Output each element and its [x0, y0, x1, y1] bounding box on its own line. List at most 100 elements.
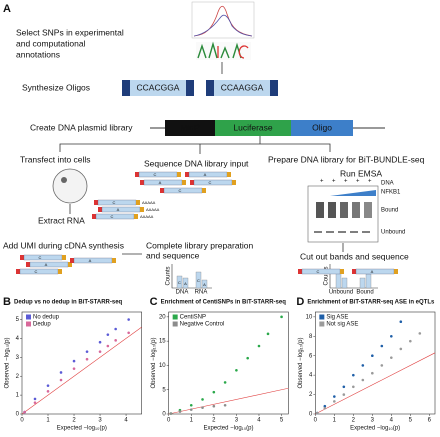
step-text: Synthesize Oligos — [22, 82, 90, 92]
read: C AAAAA — [94, 200, 156, 206]
allele: C — [179, 188, 182, 193]
x-tick-label: 5 — [280, 418, 284, 424]
point — [371, 371, 374, 375]
point — [390, 334, 393, 338]
point — [33, 397, 37, 401]
plot-frame — [21, 311, 142, 415]
point — [189, 403, 193, 407]
allele: C — [197, 278, 200, 283]
read-barcode — [92, 214, 96, 219]
read-barcode — [352, 269, 356, 274]
x-tick-label: 0 — [314, 418, 318, 424]
read-end — [182, 180, 186, 185]
read-end — [58, 269, 62, 274]
read-end — [136, 200, 140, 205]
y-tick-label: 0 — [162, 412, 166, 418]
gel-label: DNA — [381, 181, 394, 187]
point — [280, 315, 283, 319]
poly-a: AAAAA — [142, 200, 156, 205]
nucleus — [61, 177, 67, 183]
read-body — [143, 179, 183, 186]
step-text: Complete library preparation — [146, 240, 254, 250]
point — [72, 367, 76, 370]
step-text: Select SNPs in experimental — [16, 27, 124, 37]
x-tick-label: 2 — [72, 418, 76, 424]
point — [212, 404, 216, 408]
y-tick-label: 0 — [16, 412, 20, 418]
plasmid-segment: MinP — [180, 122, 200, 132]
point — [169, 412, 173, 415]
gel — [307, 185, 379, 243]
point — [418, 332, 422, 335]
point — [342, 393, 346, 396]
point — [106, 333, 110, 336]
read: C AAAAA — [92, 214, 154, 220]
point — [114, 327, 117, 331]
x-tick-label: 3 — [98, 418, 102, 424]
x-tick-label: 4 — [390, 418, 394, 424]
x-tick-label: 5 — [409, 418, 413, 424]
point — [399, 320, 403, 324]
plasmid-segment: Luciferase — [233, 122, 272, 132]
point — [223, 381, 227, 384]
x-tick-label: 3 — [235, 418, 239, 424]
point — [342, 385, 346, 389]
read-body — [193, 179, 233, 186]
point — [72, 359, 76, 363]
inset-label: Bound — [356, 290, 373, 296]
step-text: Run EMSA — [340, 168, 382, 178]
inset-label: DNA — [176, 290, 189, 296]
allele: C — [178, 280, 181, 285]
point — [266, 332, 270, 336]
gel-label: Bound — [381, 208, 398, 214]
point — [114, 339, 117, 342]
read-body — [29, 261, 69, 268]
allele: A — [371, 269, 374, 274]
read-end — [112, 258, 116, 263]
y-axis-label: Observed −log₁₀(p) — [5, 337, 11, 388]
point — [85, 357, 89, 361]
read-body — [163, 187, 203, 194]
point — [33, 401, 37, 404]
plus-sign: + — [332, 179, 336, 185]
read: A — [352, 269, 398, 275]
read-end — [227, 172, 231, 177]
read-barcode — [185, 172, 189, 177]
step-text: Extract RNA — [38, 215, 85, 225]
point — [85, 350, 89, 353]
x-tick-label: 3 — [371, 418, 375, 424]
x-tick-label: 4 — [124, 418, 128, 424]
panel-label: B — [3, 296, 11, 308]
allele: C — [39, 255, 42, 260]
plus-sign: + — [368, 179, 372, 185]
chart-title: Enrichment of CentiSNPs in BiT-STARR-seq — [161, 300, 287, 306]
point — [235, 368, 238, 372]
y-tick-label: 4 — [309, 373, 313, 379]
point — [390, 356, 393, 359]
x-tick-label: 2 — [212, 418, 216, 424]
read-barcode — [70, 258, 74, 263]
point — [323, 406, 327, 410]
legend-label: CentiSNP — [180, 315, 206, 321]
cell — [52, 168, 88, 204]
y-tick-label: 5 — [16, 317, 20, 323]
x-tick-label: 4 — [257, 418, 261, 424]
x-tick-label: 1 — [46, 418, 50, 424]
point — [23, 410, 26, 414]
point — [59, 378, 63, 382]
read-end — [340, 269, 344, 274]
allele: A — [159, 180, 162, 185]
read-barcode — [98, 207, 102, 212]
read-end — [62, 255, 66, 260]
point — [178, 410, 182, 413]
point — [380, 364, 384, 367]
read-body — [138, 171, 178, 178]
read-body — [19, 268, 59, 275]
y-axis-label: Observed −log₁₀(p) — [298, 337, 304, 388]
y-tick-label: 3 — [16, 355, 20, 361]
legend-label: Negative Control — [180, 322, 225, 328]
legend-swatch — [26, 321, 31, 327]
legend-label: No dedup — [33, 315, 60, 321]
branch — [59, 136, 331, 154]
